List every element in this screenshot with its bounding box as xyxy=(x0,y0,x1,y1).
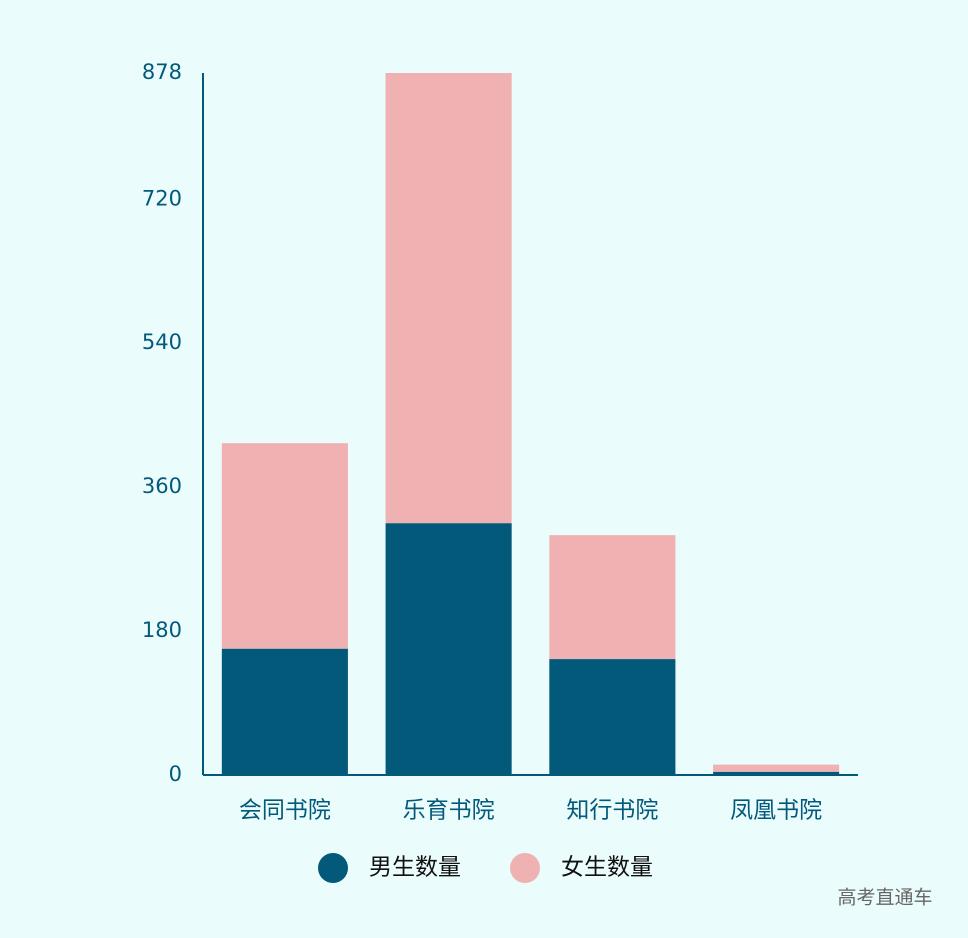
bar-segment xyxy=(385,523,512,775)
legend-label: 女生数量 xyxy=(561,855,653,881)
watermark: 高考直通车 xyxy=(837,887,932,909)
legend-label: 男生数量 xyxy=(369,855,461,881)
x-tick-label: 知行书院 xyxy=(566,798,658,824)
y-tick-label: 180 xyxy=(142,618,182,642)
bar-segment xyxy=(385,73,512,524)
bar-segment xyxy=(221,648,348,775)
bar-segment xyxy=(221,443,348,649)
y-tick-label: 540 xyxy=(142,330,182,354)
y-tick-label: 720 xyxy=(142,186,182,210)
legend-marker xyxy=(510,853,540,883)
x-tick-label: 凤凰书院 xyxy=(730,798,822,824)
bar-segment xyxy=(713,771,840,775)
bar-segment xyxy=(549,535,676,660)
bar-segment xyxy=(549,659,676,775)
x-tick-label: 会同书院 xyxy=(239,798,331,824)
y-tick-label: 360 xyxy=(142,474,182,498)
legend-marker xyxy=(318,853,348,883)
bar-segment xyxy=(713,764,840,772)
x-tick-label: 乐育书院 xyxy=(403,798,495,824)
y-tick-label: 878 xyxy=(142,60,182,84)
y-tick-label: 0 xyxy=(169,762,182,786)
